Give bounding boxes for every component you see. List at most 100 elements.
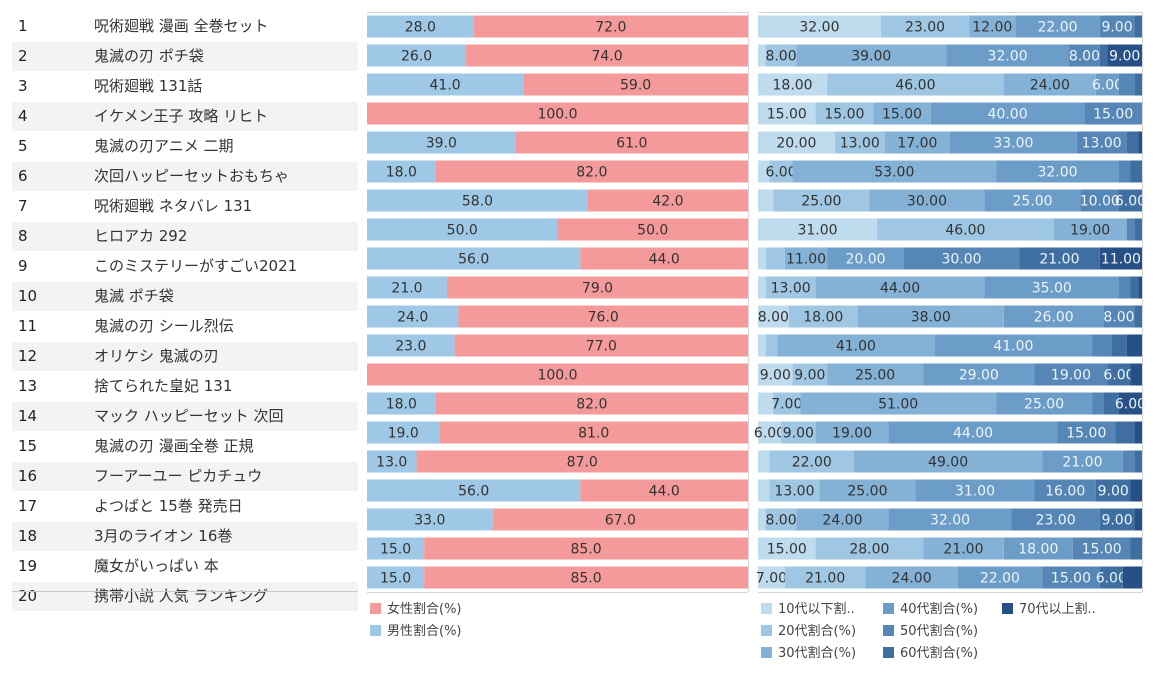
data-label: 44.0 (649, 484, 680, 500)
bar-segment (781, 421, 816, 444)
rank-label: 5 (18, 137, 28, 155)
bar-segment (1034, 363, 1108, 386)
data-label: 9.00 (783, 426, 814, 442)
data-label: 56.0 (458, 484, 489, 500)
legend-swatch (761, 625, 772, 636)
bar-segment (580, 247, 748, 270)
rank-label: 1 (18, 17, 28, 35)
data-label: 12.00 (972, 20, 1012, 36)
bar-segment (1095, 479, 1131, 502)
data-label: 42.0 (652, 194, 683, 210)
data-label: 13.00 (774, 484, 814, 500)
data-label: 18.00 (773, 78, 813, 94)
table-row: 10 鬼滅 ポチ袋 (12, 282, 358, 312)
bar-segment (1057, 421, 1116, 444)
data-label: 6.00 (1092, 78, 1123, 94)
bar-segment (1053, 218, 1127, 241)
rank-label: 12 (18, 347, 38, 365)
rank-label: 14 (18, 407, 38, 425)
bar-segment (765, 247, 785, 270)
rank-label: 2 (18, 47, 28, 65)
data-label: 82.0 (576, 165, 607, 181)
bar-segment (827, 247, 904, 270)
data-label: 25.00 (801, 194, 841, 210)
rank-label: 15 (18, 437, 38, 455)
bar-segment (1130, 363, 1142, 386)
data-label: 32.00 (799, 20, 839, 36)
data-label: 24.00 (892, 571, 932, 587)
bar-segment (1011, 508, 1100, 531)
bar-segment (758, 102, 816, 125)
data-label: 15.00 (1051, 571, 1091, 587)
data-label: 56.0 (458, 252, 489, 268)
table-row: 9 このミステリーがすごい2021 (12, 252, 358, 282)
data-label: 13.00 (771, 281, 811, 297)
bar-segment (934, 334, 1093, 357)
data-label: 17.00 (897, 136, 937, 152)
bar-segment (769, 160, 793, 183)
bar-segment (435, 160, 748, 183)
keyword-label: オリケシ 鬼滅の刃 (94, 347, 219, 365)
bar-segment (969, 15, 1016, 38)
data-label: 44.00 (953, 426, 993, 442)
bar-segment (996, 160, 1119, 183)
bar-segment (1134, 450, 1142, 473)
bar-segment (857, 305, 1004, 328)
data-label: 15.0 (380, 571, 411, 587)
bar-segment (827, 73, 1004, 96)
data-label: 8.00 (1103, 310, 1134, 326)
data-label: 18.00 (803, 310, 843, 326)
bar-segment (758, 305, 789, 328)
keyword-label: よつばと 15巻 発売日 (94, 497, 243, 515)
bar-segment (367, 276, 448, 299)
bar-segment (915, 479, 1035, 502)
bar-segment (1130, 537, 1142, 560)
bar-segment (492, 508, 748, 531)
bar-segment (758, 537, 816, 560)
legend-item: 女性割合(%) (370, 602, 462, 618)
bar-segment (473, 15, 748, 38)
bar-segment (1095, 73, 1119, 96)
data-label: 18.00 (1018, 542, 1058, 558)
data-label: 15.00 (882, 107, 922, 123)
bar-segment (1115, 421, 1135, 444)
table-row: 14 マック ハッピーセット 次回 (12, 402, 358, 432)
bar-segment (1072, 537, 1131, 560)
data-label: 9.00 (794, 368, 825, 384)
data-label: 33.00 (993, 136, 1033, 152)
data-label: 22.00 (1037, 20, 1077, 36)
data-label: 21.00 (805, 571, 845, 587)
bar-segment (1069, 44, 1100, 67)
bar-segment (587, 189, 748, 212)
data-label: 6.00 (754, 426, 785, 442)
bar-segment (758, 15, 881, 38)
data-label: 21.00 (1062, 455, 1102, 471)
bar-segment (367, 44, 467, 67)
bar-segment (1118, 276, 1131, 299)
legend-label: 70代以上割.. (1019, 602, 1096, 617)
bar-segment (367, 102, 748, 125)
bar-segment (800, 392, 997, 415)
data-label: 24.00 (1030, 78, 1070, 94)
keyword-label: 魔女がいっぱい 本 (94, 557, 219, 575)
bar-segment (888, 421, 1058, 444)
data-label: 40.00 (988, 107, 1028, 123)
legend-item: 50代割合(%) (883, 624, 978, 640)
data-label: 15.00 (1082, 542, 1122, 558)
bar-segment (773, 189, 870, 212)
table-row: 2 鬼滅の刃 ポチ袋 (12, 42, 358, 72)
legend-item: 30代割合(%) (761, 646, 856, 662)
bar-segment (367, 131, 516, 154)
bar-segment (367, 566, 425, 589)
bar-segment (1092, 392, 1104, 415)
bar-segment (815, 537, 924, 560)
data-label: 18.0 (386, 397, 417, 413)
table-row: 16 フーアーユー ピカチュウ (12, 462, 358, 492)
data-label: 39.0 (426, 136, 457, 152)
bar-segment (1126, 218, 1135, 241)
data-label: 28.0 (405, 20, 436, 36)
data-label: 18.0 (386, 165, 417, 181)
legend-item: 10代以下割.. (761, 602, 855, 618)
bar-segment (1126, 334, 1142, 357)
